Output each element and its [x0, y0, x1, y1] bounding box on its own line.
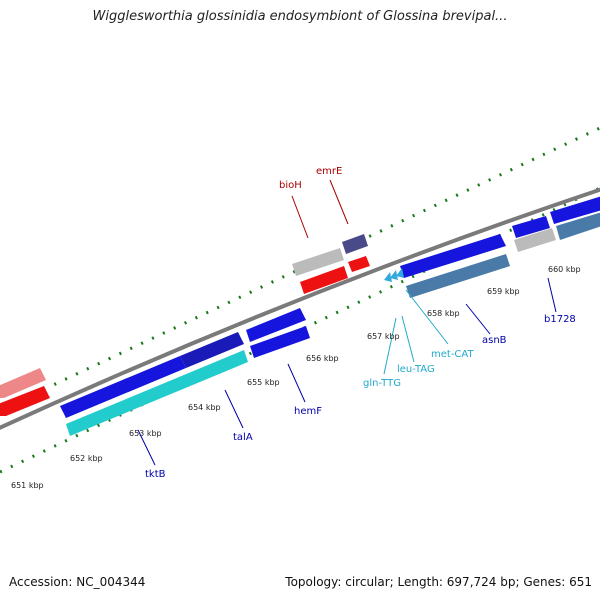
genome-backbone — [0, 187, 600, 430]
b1728-connector — [547, 277, 557, 313]
map-title: Wigglesworthia glossinidia endosymbiont … — [92, 9, 508, 24]
gene-arrow-gray-2[interactable] — [514, 228, 556, 252]
kbp-label: 656 kbp — [306, 354, 339, 363]
gene-label-gln-TTG[interactable]: gln-TTG — [363, 378, 401, 389]
bioH-connector — [291, 195, 309, 239]
gene-arrow-gray-1[interactable] — [292, 248, 344, 276]
reverse-strand-genes — [66, 212, 600, 436]
gene-label-talA[interactable]: talA — [233, 432, 253, 443]
gene-label-tktB[interactable]: tktB — [145, 469, 166, 480]
gene-arrow-forward-small[interactable] — [512, 216, 550, 238]
rna-arrow-met-CAT[interactable] — [396, 268, 404, 278]
gene-label-asnB[interactable]: asnB — [482, 335, 507, 346]
kbp-label: 651 kbp — [11, 481, 44, 490]
kbp-label: 657 kbp — [367, 332, 400, 341]
gene-arrow-forward-right[interactable] — [550, 196, 600, 224]
label-connectors — [137, 179, 557, 466]
asnB-connector — [465, 303, 491, 335]
rna-arrow-leu-TAG[interactable] — [390, 270, 398, 280]
hemF-connector — [287, 363, 306, 403]
leu-TAG-connector — [401, 315, 415, 363]
gene-label-met-CAT[interactable]: met-CAT — [431, 349, 474, 360]
outer-tick-ring — [0, 126, 600, 412]
gene-arrow-emrE[interactable] — [342, 234, 368, 254]
accession-text: Accession: NC_004344 — [9, 575, 146, 589]
kbp-label: 660 kbp — [548, 265, 581, 274]
gene-arrow-tktB-area[interactable] — [60, 356, 186, 418]
kbp-label: 658 kbp — [427, 309, 460, 318]
kbp-label: 655 kbp — [247, 378, 280, 387]
met-CAT-connector — [405, 289, 449, 345]
gene-arrow-cyan[interactable] — [66, 350, 248, 436]
gene-label-hemF[interactable]: hemF — [294, 406, 322, 417]
kbp-label: 654 kbp — [188, 403, 221, 412]
tktB-connector — [137, 429, 156, 466]
gene-arrow-asnB-area[interactable] — [400, 234, 506, 278]
gene-arrow-hemF[interactable] — [250, 326, 310, 358]
gene-labels: bioH emrE tktB talA hemF gln-TTG leu-TAG… — [145, 166, 576, 480]
gln-TTG-connector — [383, 317, 397, 375]
talA-connector — [224, 389, 244, 429]
gene-label-bioH[interactable]: bioH — [279, 180, 302, 191]
gene-arrow-bioH[interactable] — [300, 266, 348, 294]
genome-summary-text: Topology: circular; Length: 697,724 bp; … — [285, 575, 592, 589]
gene-label-emrE[interactable]: emrE — [316, 166, 342, 177]
gene-arrow-b1728[interactable] — [556, 212, 600, 240]
gene-arrow-hemF-area[interactable] — [246, 308, 306, 342]
rna-arrow-gln-TTG[interactable] — [384, 272, 392, 282]
kbp-label: 652 kbp — [70, 454, 103, 463]
gene-arrow-red-small[interactable] — [348, 256, 370, 272]
gene-label-b1728[interactable]: b1728 — [544, 314, 576, 325]
kbp-label: 653 kbp — [129, 429, 162, 438]
gene-label-leu-TAG[interactable]: leu-TAG — [397, 364, 435, 375]
emrE-connector — [329, 179, 349, 225]
kbp-labels: 651 kbp 652 kbp 653 kbp 654 kbp 655 kbp … — [11, 265, 581, 490]
gene-arrow-red-left[interactable] — [0, 386, 50, 416]
gene-arrow-pink[interactable] — [0, 368, 46, 398]
kbp-label: 659 kbp — [487, 287, 520, 296]
gene-arrow-asnB[interactable] — [406, 254, 510, 298]
gene-arrow-talA-area[interactable] — [180, 332, 244, 368]
forward-strand-genes — [0, 196, 600, 418]
